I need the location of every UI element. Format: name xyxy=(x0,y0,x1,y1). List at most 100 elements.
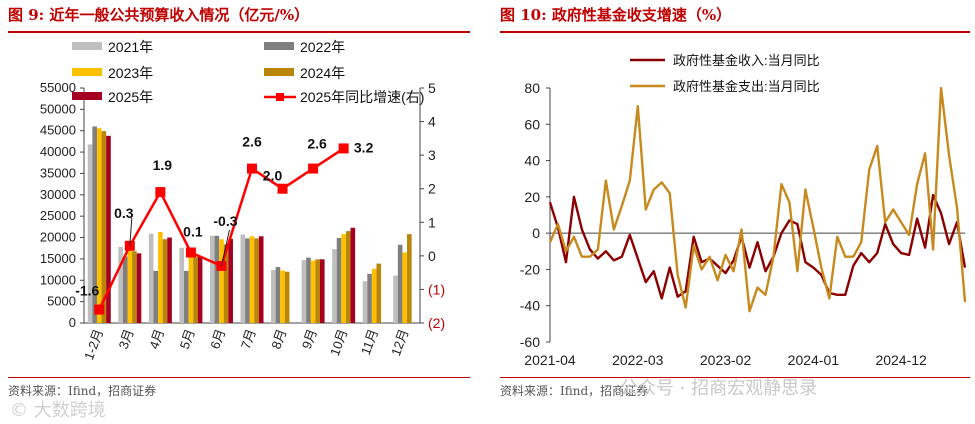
legend-label-expenditure: 政府性基金支出:当月同比 xyxy=(673,79,820,94)
legend-label-2021年: 2021年 xyxy=(108,39,153,55)
bar-2022年-1-2月 xyxy=(92,126,97,323)
bar-2023年-8月 xyxy=(280,270,285,323)
bar-2021年-5月 xyxy=(179,247,185,323)
x-tick-label: 9月 xyxy=(299,327,320,351)
y-tick-label: -60 xyxy=(520,334,540,350)
y-tick-label: 25000 xyxy=(40,208,76,223)
y2-tick-label: (1) xyxy=(428,281,445,297)
y-tick-label: 80 xyxy=(524,80,540,96)
bar-2024年-11月 xyxy=(376,263,382,323)
bar-2022年-9月 xyxy=(306,257,311,323)
bar-2022年-11月 xyxy=(367,273,372,323)
y-tick-label: -20 xyxy=(520,261,540,277)
right-chart: -60 -40 -20 0 20 40 60 80 2021-04 2022-03 2023-02 2… xyxy=(520,53,967,368)
left-source-divider xyxy=(8,377,470,378)
bar-2023年-11月 xyxy=(371,268,377,323)
bar-2022年-12月 xyxy=(397,244,403,323)
bar-2024年-10月 xyxy=(345,231,351,323)
y-tick-label: 50000 xyxy=(40,101,76,116)
x-tick-label: 2022-03 xyxy=(612,352,664,368)
growth-data-label: -1.6 xyxy=(75,283,99,299)
bar-2025年-1-2月 xyxy=(106,135,111,323)
bar-2022年-4月 xyxy=(153,270,159,323)
bar-2024年-6月 xyxy=(223,244,229,323)
legend-label-2024年: 2024年 xyxy=(300,65,345,81)
bar-2022年-5月 xyxy=(184,270,189,323)
bar-2025年-5月 xyxy=(197,256,203,323)
legend-label-2025年: 2025年 xyxy=(108,89,153,105)
bar-2022年-6月 xyxy=(214,235,220,323)
left-chart: 0 5000 10000 15000 20000 25000 30000 35000 40000… xyxy=(40,39,445,362)
x-tick-label: 10月 xyxy=(327,327,350,358)
bar-2021年-4月 xyxy=(148,233,154,323)
y2-tick-label: 3 xyxy=(428,147,436,163)
bar-2023年-7月 xyxy=(249,236,255,323)
y-tick-label: 0 xyxy=(69,315,76,330)
label-leader xyxy=(129,217,133,246)
bar-2023年-1-2月 xyxy=(96,128,102,323)
growth-marker xyxy=(94,304,105,315)
bar-2021年-10月 xyxy=(332,249,337,323)
bar-2023年-5月 xyxy=(188,253,194,323)
left-source-note: 资料来源：Ifind，招商证券 xyxy=(8,384,157,398)
bar-2024年-12月 xyxy=(407,234,412,323)
label-leader xyxy=(220,229,230,267)
bar-2021年-3月 xyxy=(118,246,123,323)
growth-marker xyxy=(155,187,166,198)
x-tick-label: 7月 xyxy=(238,327,259,351)
legend-label-2022年: 2022年 xyxy=(300,39,345,55)
x-tick-label: 2024-01 xyxy=(788,352,840,368)
x-tick-label: 11月 xyxy=(358,327,381,357)
y-tick-label: 15000 xyxy=(40,251,76,266)
legend-label-growth: 2025年同比增速(右) xyxy=(300,89,424,105)
y-tick-label: 20 xyxy=(524,189,540,205)
x-tick-label: 2023-02 xyxy=(700,352,752,368)
growth-marker xyxy=(185,247,196,258)
bar-2022年-8月 xyxy=(275,267,281,323)
bar-2021年-1-2月 xyxy=(87,144,93,323)
x-tick-label: 2024-12 xyxy=(875,352,927,368)
left-title-divider xyxy=(8,31,470,33)
growth-data-label: 2.6 xyxy=(242,134,262,150)
legend-swatch-2021年 xyxy=(72,42,102,50)
series-line-expenditure xyxy=(548,86,967,313)
growth-marker xyxy=(216,260,227,271)
x-tick-label: 6月 xyxy=(207,327,228,351)
bar-2025年-4月 xyxy=(167,237,172,323)
y-tick-label: 0 xyxy=(532,225,540,241)
growth-marker xyxy=(277,183,288,194)
y2-tick-label: 2 xyxy=(428,181,436,197)
x-tick-label: 3月 xyxy=(116,327,137,351)
growth-data-label: -0.3 xyxy=(213,213,237,229)
growth-marker xyxy=(338,143,349,154)
series-line-income xyxy=(548,193,967,300)
legend-swatch-2023年 xyxy=(72,68,102,76)
bar-2021年-9月 xyxy=(301,260,307,323)
bar-2024年-3月 xyxy=(132,251,137,323)
y2-tick-label: 4 xyxy=(428,114,436,130)
legend-label-income: 政府性基金收入:当月同比 xyxy=(673,53,820,68)
y-tick-label: 5000 xyxy=(47,294,76,309)
bar-2024年-8月 xyxy=(284,271,290,323)
bar-2023年-12月 xyxy=(402,252,408,323)
growth-data-label: 2.6 xyxy=(307,136,327,152)
left-chart-title: 图 9: 近年一般公共预算收入情况（亿元/%） xyxy=(8,6,310,24)
y2-tick-label: 5 xyxy=(428,80,436,96)
bar-2025年-3月 xyxy=(136,253,142,323)
y2-tick-label: (2) xyxy=(428,315,445,331)
bar-2024年-7月 xyxy=(254,238,259,323)
legend-label-2023年: 2023年 xyxy=(108,65,153,81)
bar-2021年-8月 xyxy=(271,270,276,323)
y-tick-label: 40000 xyxy=(40,144,76,159)
right-title-divider xyxy=(500,31,970,33)
y-tick-label: 40 xyxy=(524,153,540,169)
bar-2023年-10月 xyxy=(341,234,346,323)
right-source-divider xyxy=(500,377,970,378)
legend-swatch-2025年 xyxy=(72,92,102,100)
bar-2022年-7月 xyxy=(245,238,250,323)
x-tick-label: 5月 xyxy=(177,327,198,351)
growth-marker xyxy=(308,163,319,174)
x-tick-label: 4月 xyxy=(146,327,167,351)
bar-2021年-11月 xyxy=(362,281,368,323)
bar-2025年-9月 xyxy=(319,259,325,323)
